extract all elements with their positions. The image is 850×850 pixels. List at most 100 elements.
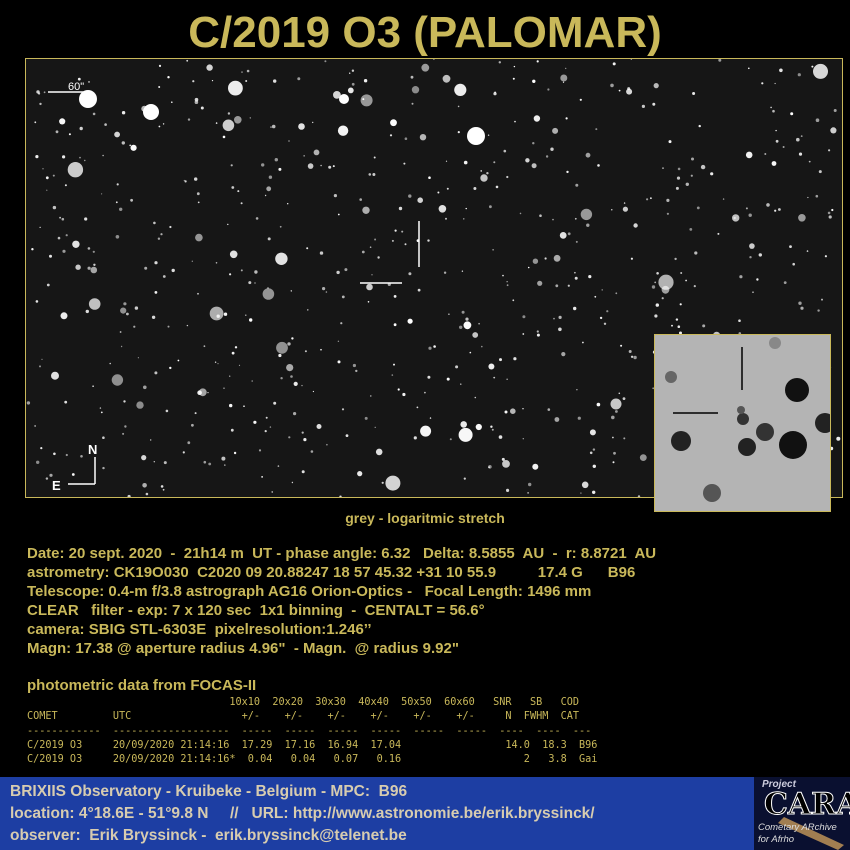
star (465, 317, 469, 321)
star (561, 352, 566, 357)
star (351, 82, 355, 86)
star (446, 377, 450, 381)
star (800, 306, 804, 310)
star (290, 375, 293, 378)
star (789, 245, 792, 249)
star (191, 423, 194, 427)
star (187, 441, 191, 445)
star (186, 59, 189, 62)
star (126, 312, 129, 316)
scale-label: 60" (68, 81, 84, 93)
star (339, 495, 342, 497)
star (536, 333, 540, 337)
star (222, 119, 235, 132)
star (61, 217, 65, 221)
star (692, 92, 696, 95)
star (49, 473, 53, 477)
star (341, 295, 345, 299)
star (269, 426, 272, 428)
star (271, 124, 276, 129)
star (39, 365, 41, 368)
star (153, 221, 156, 225)
star (286, 364, 294, 372)
star (513, 65, 516, 68)
star (245, 80, 248, 82)
star (675, 318, 679, 321)
star (445, 217, 447, 220)
star (59, 216, 61, 219)
star (34, 121, 37, 124)
star (209, 306, 224, 321)
star (123, 400, 126, 403)
star (603, 322, 607, 325)
star (813, 63, 828, 79)
star (223, 312, 228, 316)
star (158, 64, 162, 67)
star (59, 118, 66, 125)
star (662, 167, 664, 169)
star (833, 109, 837, 112)
star (690, 174, 693, 177)
star (67, 162, 84, 178)
star (519, 212, 522, 215)
star (433, 345, 436, 348)
star (229, 250, 238, 259)
star (248, 281, 252, 285)
star (271, 491, 273, 493)
star (790, 112, 794, 116)
star (532, 142, 535, 145)
star (827, 211, 831, 215)
star (427, 239, 430, 242)
star (490, 425, 493, 428)
star (748, 213, 752, 217)
star (685, 182, 689, 186)
star (115, 201, 118, 204)
star (183, 179, 185, 182)
star (416, 406, 419, 409)
star (298, 123, 305, 130)
star (525, 158, 530, 163)
star (408, 272, 412, 276)
star (268, 175, 273, 179)
star (595, 128, 598, 131)
star (116, 183, 119, 186)
star (357, 471, 363, 477)
star (191, 260, 193, 262)
star (532, 79, 536, 83)
star (676, 176, 681, 180)
star (475, 423, 482, 431)
star (558, 315, 562, 319)
star (560, 74, 568, 82)
star (391, 239, 394, 242)
star (393, 323, 397, 327)
star (749, 256, 752, 259)
star (369, 246, 372, 248)
star (550, 147, 554, 151)
star (562, 81, 565, 83)
star (800, 135, 803, 137)
star (203, 460, 207, 464)
star (689, 228, 693, 231)
star (512, 77, 515, 80)
star (167, 325, 170, 328)
star (411, 86, 420, 94)
star (293, 412, 297, 416)
star (806, 250, 809, 252)
star (237, 190, 240, 193)
star (685, 279, 687, 282)
star (758, 253, 762, 257)
star (831, 208, 834, 212)
star (592, 490, 596, 494)
star (194, 97, 199, 102)
star (620, 344, 623, 347)
star (429, 417, 432, 419)
star (618, 89, 621, 92)
star (68, 133, 71, 136)
star (427, 375, 431, 379)
star (249, 318, 253, 322)
star (463, 218, 465, 220)
star (355, 369, 358, 373)
star (493, 376, 496, 379)
star (276, 341, 288, 354)
star (267, 237, 271, 241)
